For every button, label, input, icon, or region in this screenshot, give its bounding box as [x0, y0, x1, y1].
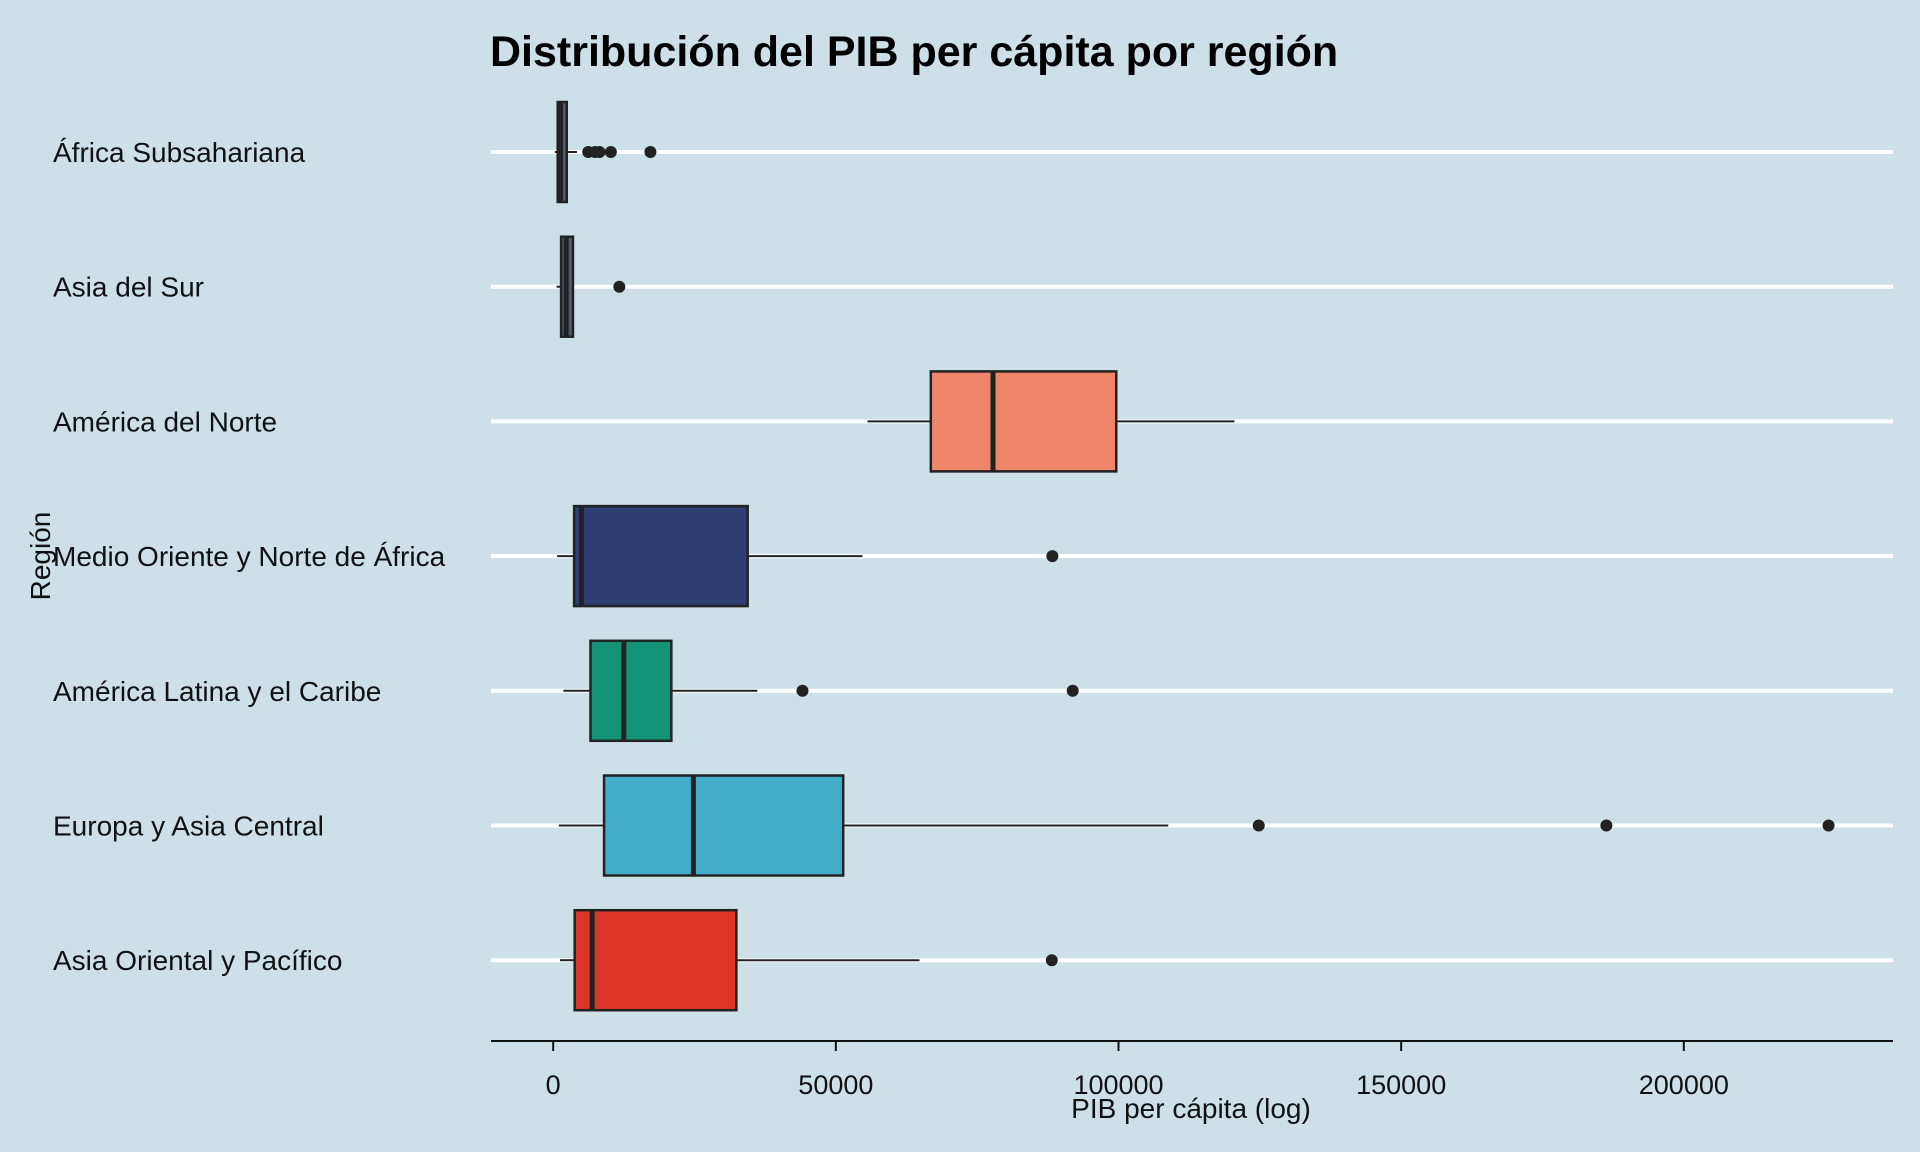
box-group [559, 908, 1058, 1012]
x-axis-ticks: 0 50000 100000 150000 200000 [546, 1041, 1729, 1100]
outlier-point [593, 146, 606, 158]
category-label: Asia Oriental y Pacífico [53, 945, 342, 976]
outlier-point [1046, 550, 1059, 563]
box-group [557, 504, 1059, 608]
outlier-point [796, 684, 809, 697]
category-labels: África Subsahariana Asia del Sur América d… [53, 137, 446, 976]
y-axis-title: Región [25, 512, 56, 601]
category-label: Asia del Sur [53, 272, 204, 303]
category-label: Medio Oriente y Norte de África [53, 541, 446, 572]
x-tick-label: 150000 [1356, 1070, 1446, 1100]
box [602, 774, 845, 877]
outlier-point [604, 146, 617, 158]
box-group [554, 100, 657, 204]
category-label: América Latina y el Caribe [53, 676, 381, 707]
box [929, 370, 1118, 473]
x-tick-label: 0 [546, 1070, 561, 1100]
outlier-point [1822, 819, 1835, 832]
box [573, 908, 738, 1012]
box-group [867, 370, 1235, 473]
outlier-point [1066, 684, 1079, 697]
outlier-point [644, 146, 657, 158]
box-group [563, 639, 1079, 743]
chart-title: Distribución del PIB per cápita por regi… [490, 28, 1338, 76]
x-tick-label: 50000 [798, 1070, 873, 1100]
x-tick-label: 100000 [1073, 1070, 1163, 1100]
category-label: Europa y Asia Central [53, 811, 324, 842]
x-axis-title: PIB per cápita (log) [1071, 1093, 1311, 1124]
outlier-point [613, 280, 626, 293]
box [572, 504, 749, 608]
outlier-point [1252, 819, 1265, 832]
box [589, 639, 673, 743]
outlier-point [1600, 819, 1613, 832]
box-group [558, 774, 1835, 877]
category-label: África Subsahariana [53, 137, 306, 168]
outlier-point [1045, 954, 1058, 967]
box-layer [554, 100, 1835, 1012]
x-tick-label: 200000 [1639, 1070, 1729, 1100]
box-group [556, 235, 626, 338]
category-label: América del Norte [53, 406, 277, 437]
